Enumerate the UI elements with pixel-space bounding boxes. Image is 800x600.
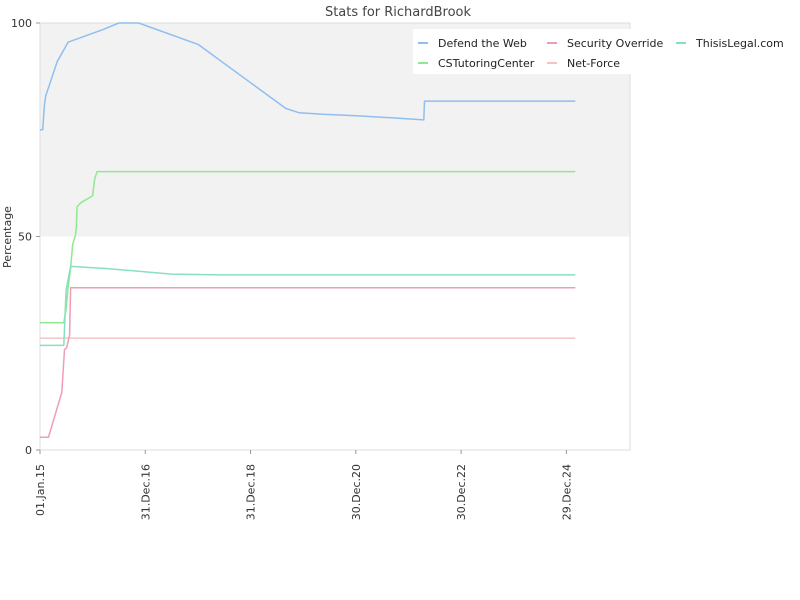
y-tick-label: 100	[11, 17, 32, 30]
legend-label: CSTutoringCenter	[438, 57, 535, 70]
x-tick-label: 30.Dec.22	[455, 464, 468, 520]
x-tick-label: 30.Dec.20	[350, 464, 363, 520]
y-tick-label: 0	[25, 444, 32, 457]
series-line-thisislegal-com	[40, 265, 576, 347]
x-tick-label: 01.Jan.15	[34, 464, 47, 516]
legend-label: Defend the Web	[438, 37, 527, 50]
legend-label: ThisisLegal.com	[695, 37, 784, 50]
chart-title: Stats for RichardBrook	[325, 5, 472, 20]
series-line-security-override	[40, 286, 576, 438]
x-tick-label: 31.Dec.16	[139, 464, 152, 520]
legend-label: Net-Force	[567, 57, 620, 70]
y-tick-label: 50	[18, 231, 32, 244]
series-line-cstutoringcenter	[40, 170, 576, 324]
legend-label: Security Override	[567, 37, 663, 50]
legend: Defend the Web Security Override ThisisLeg…	[413, 29, 798, 74]
x-tick-label: 31.Dec.18	[245, 464, 258, 520]
x-tick-label: 29.Dec.24	[560, 464, 573, 520]
legend-background	[413, 29, 798, 74]
series-line-defend-the-web	[40, 22, 576, 131]
y-axis-title: Percentage	[1, 206, 14, 268]
